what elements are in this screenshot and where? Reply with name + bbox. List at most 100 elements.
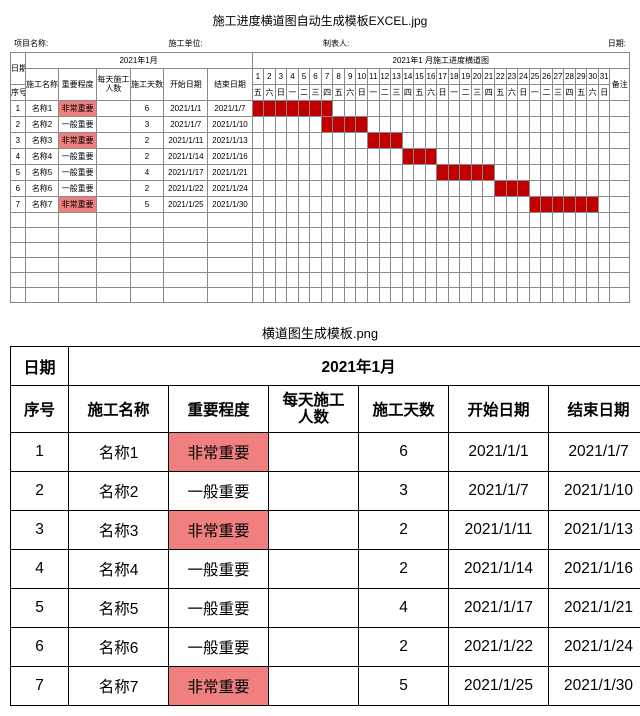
empty-cell <box>287 181 299 197</box>
day-dow: 一 <box>529 85 541 101</box>
empty-cell <box>344 133 356 149</box>
day-num: 13 <box>391 69 403 85</box>
empty-cell <box>252 181 264 197</box>
empty-cell <box>529 133 541 149</box>
empty-cell <box>598 181 610 197</box>
cell-end: 2021/1/30 <box>208 197 252 213</box>
day-num: 15 <box>414 69 426 85</box>
empty-cell <box>275 117 287 133</box>
empty-cell <box>321 181 333 197</box>
empty-cell <box>575 149 587 165</box>
day-num: 4 <box>287 69 299 85</box>
empty-cell <box>414 165 426 181</box>
empty-cell <box>506 133 518 149</box>
bar-cell <box>298 101 310 117</box>
empty-cell <box>598 149 610 165</box>
sum-h-date: 日期 <box>11 347 69 386</box>
cell-seq: 5 <box>11 589 69 628</box>
cell-start: 2021/1/14 <box>449 550 549 589</box>
empty-cell <box>575 117 587 133</box>
cell-end: 2021/1/16 <box>549 550 640 589</box>
empty-cell <box>598 101 610 117</box>
cell-start: 2021/1/1 <box>449 433 549 472</box>
empty-cell <box>495 149 507 165</box>
cell-name: 名称1 <box>25 101 59 117</box>
day-num: 3 <box>275 69 287 85</box>
day-num: 29 <box>575 69 587 85</box>
day-dow: 日 <box>356 85 368 101</box>
bar-cell <box>414 149 426 165</box>
empty-cell <box>460 101 472 117</box>
cell-start: 2021/1/7 <box>164 117 208 133</box>
empty-cell <box>541 117 553 133</box>
empty-cell <box>379 165 391 181</box>
cell-people <box>269 511 359 550</box>
empty-cell <box>598 197 610 213</box>
empty-cell <box>414 181 426 197</box>
cell-start: 2021/1/7 <box>449 472 549 511</box>
bar-cell <box>321 101 333 117</box>
empty-cell <box>575 181 587 197</box>
empty-cell <box>564 181 576 197</box>
bar-cell <box>541 197 553 213</box>
empty-cell <box>552 181 564 197</box>
empty-cell <box>310 181 322 197</box>
cell-people <box>269 628 359 667</box>
cell-end: 2021/1/13 <box>549 511 640 550</box>
cell-end: 2021/1/10 <box>208 117 252 133</box>
empty-cell <box>264 133 276 149</box>
cell-end: 2021/1/21 <box>208 165 252 181</box>
empty-cell <box>391 181 403 197</box>
cell-start: 2021/1/1 <box>164 101 208 117</box>
cell-people <box>97 165 131 181</box>
empty-cell <box>356 149 368 165</box>
cell-name: 名称5 <box>69 589 169 628</box>
empty-cell <box>287 117 299 133</box>
empty-cell <box>448 117 460 133</box>
empty-cell <box>495 165 507 181</box>
day-num: 5 <box>298 69 310 85</box>
sum-h-start: 开始日期 <box>449 386 549 433</box>
empty-cell <box>529 165 541 181</box>
title-top: 施工进度横道图自动生成模板EXCEL.jpg <box>10 12 630 29</box>
empty-cell <box>460 181 472 197</box>
empty-cell <box>379 117 391 133</box>
day-num: 8 <box>333 69 345 85</box>
bar-cell <box>264 101 276 117</box>
empty-cell <box>333 165 345 181</box>
blank-row <box>11 213 630 228</box>
cell-name: 名称4 <box>25 149 59 165</box>
h-days: 施工天数 <box>130 69 164 101</box>
empty-cell <box>471 197 483 213</box>
cell-end: 2021/1/24 <box>549 628 640 667</box>
cell-people <box>97 181 131 197</box>
day-num: 14 <box>402 69 414 85</box>
h-name: 施工名称 <box>25 69 59 101</box>
bar-cell <box>529 197 541 213</box>
bar-cell <box>310 101 322 117</box>
empty-cell <box>402 197 414 213</box>
empty-cell <box>518 197 530 213</box>
empty-cell <box>437 149 449 165</box>
title-bottom: 横道图生成模板.png <box>10 323 630 342</box>
empty-cell <box>344 181 356 197</box>
sum-h-name: 施工名称 <box>69 386 169 433</box>
cell-days: 2 <box>359 628 449 667</box>
empty-cell <box>552 101 564 117</box>
day-dow: 五 <box>495 85 507 101</box>
cell-seq: 6 <box>11 628 69 667</box>
day-num: 17 <box>437 69 449 85</box>
cell-name: 名称3 <box>25 133 59 149</box>
empty-cell <box>298 181 310 197</box>
blank-row <box>11 258 630 273</box>
bar-cell <box>379 133 391 149</box>
empty-cell <box>518 133 530 149</box>
cell-days: 2 <box>359 550 449 589</box>
empty-cell <box>448 149 460 165</box>
empty-cell <box>367 165 379 181</box>
cell-importance: 一般重要 <box>169 589 269 628</box>
cell-start: 2021/1/25 <box>449 667 549 706</box>
cell-people <box>269 433 359 472</box>
empty-cell <box>541 165 553 181</box>
cell-remark <box>610 101 630 117</box>
